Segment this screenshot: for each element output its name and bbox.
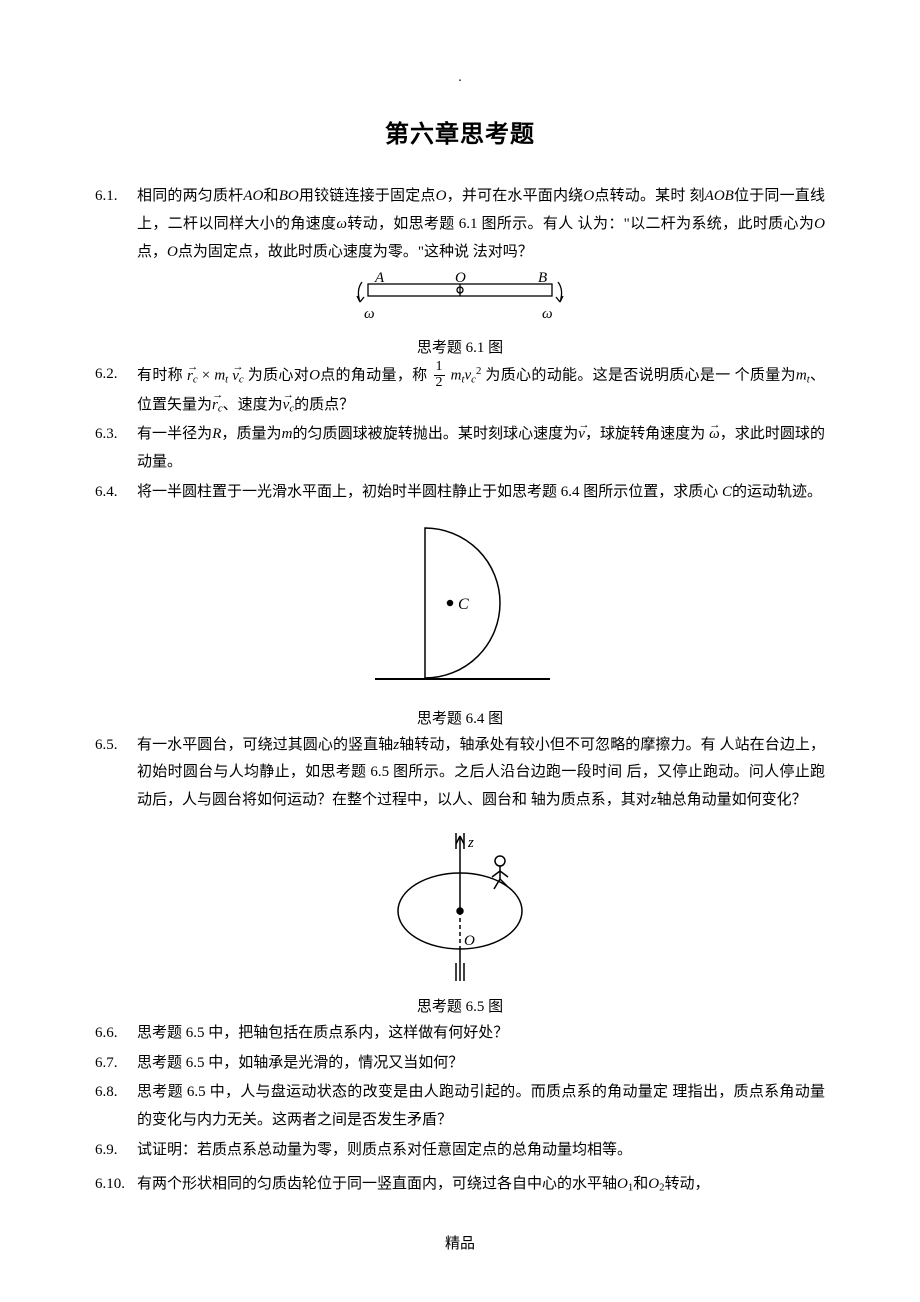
problem-text: 试证明：若质点系总动量为零，则质点系对任意固定点的总角动量均相等。 — [137, 1137, 825, 1165]
figure-6-5-caption: 思考题 6.5 图 — [95, 995, 825, 1016]
page-footer: 精品 — [95, 1232, 825, 1253]
fig61-omega-right: ω — [542, 306, 553, 322]
figure-6-4: C 思考题 6.4 图 — [95, 513, 825, 728]
problem-6-7: 6.7. 思考题 6.5 中，如轴承是光滑的，情况又当如何？ — [95, 1050, 825, 1078]
problem-number: 6.1. — [95, 183, 137, 266]
figure-6-5: z O 思考题 6.5 图 — [95, 821, 825, 1016]
problem-6-2: 6.2. 有时称 rc × mt vc 为质心对O点的角动量，称 12 mtvc… — [95, 361, 825, 419]
problem-text: 有两个形状相同的匀质齿轮位于同一竖直面内，可绕过各自中心的水平轴O1和O2转动， — [137, 1171, 825, 1199]
figure-6-1-caption: 思考题 6.1 图 — [95, 336, 825, 357]
problem-6-9: 6.9. 试证明：若质点系总动量为零，则质点系对任意固定点的总角动量均相等。 — [95, 1137, 825, 1165]
problem-number: 6.2. — [95, 361, 137, 419]
problem-number: 6.9. — [95, 1137, 137, 1165]
problem-text: 有时称 rc × mt vc 为质心对O点的角动量，称 12 mtvc2 为质心… — [137, 361, 825, 419]
problem-6-4: 6.4. 将一半圆柱置于一光滑水平面上，初始时半圆柱静止于如思考题 6.4 图所… — [95, 479, 825, 507]
figure-6-5-svg: z O — [370, 821, 550, 991]
fig61-omega-left: ω — [364, 306, 375, 322]
fig65-label-z: z — [467, 835, 474, 851]
fraction-one-half: 12 — [434, 360, 445, 390]
figure-6-4-svg: C — [355, 513, 565, 703]
figure-6-4-caption: 思考题 6.4 图 — [95, 707, 825, 728]
fig61-label-A: A — [374, 272, 385, 286]
problem-6-8: 6.8. 思考题 6.5 中，人与盘运动状态的改变是由人跑动引起的。而质点系的角… — [95, 1079, 825, 1135]
problem-text: 相同的两匀质杆AO和BO用铰链连接于固定点O，并可在水平面内绕O点转动。某时 刻… — [137, 183, 825, 266]
problem-number: 6.3. — [95, 421, 137, 477]
problem-number: 6.5. — [95, 732, 137, 815]
figure-6-1-svg: A O B ω ω — [320, 272, 600, 332]
problem-text: 有一水平圆台，可绕过其圆心的竖直轴z轴转动，轴承处有较小但不可忽略的摩擦力。有 … — [137, 732, 825, 815]
problem-text: 将一半圆柱置于一光滑水平面上，初始时半圆柱静止于如思考题 6.4 图所示位置，求… — [137, 479, 825, 507]
problem-text: 思考题 6.5 中，人与盘运动状态的改变是由人跑动引起的。而质点系的角动量定 理… — [137, 1079, 825, 1135]
fig65-label-O: O — [464, 933, 475, 949]
fig64-label-C: C — [458, 596, 469, 613]
problem-6-3: 6.3. 有一半径为R，质量为m的匀质圆球被旋转抛出。某时刻球心速度为v，球旋转… — [95, 421, 825, 477]
fig61-label-O: O — [455, 272, 466, 286]
figure-6-1: A O B ω ω 思考题 6.1 图 — [95, 272, 825, 357]
problem-6-6: 6.6. 思考题 6.5 中，把轴包括在质点系内，这样做有何好处？ — [95, 1020, 825, 1048]
document-page: . 第六章思考题 6.1. 相同的两匀质杆AO和BO用铰链连接于固定点O，并可在… — [0, 0, 920, 1293]
problem-number: 6.4. — [95, 479, 137, 507]
fig61-label-B: B — [538, 272, 547, 286]
problem-6-10: 6.10. 有两个形状相同的匀质齿轮位于同一竖直面内，可绕过各自中心的水平轴O1… — [95, 1171, 825, 1199]
problem-number: 6.10. — [95, 1171, 137, 1199]
header-dot: . — [95, 70, 825, 86]
problem-number: 6.8. — [95, 1079, 137, 1135]
problem-text: 思考题 6.5 中，如轴承是光滑的，情况又当如何？ — [137, 1050, 825, 1078]
problem-6-5: 6.5. 有一水平圆台，可绕过其圆心的竖直轴z轴转动，轴承处有较小但不可忽略的摩… — [95, 732, 825, 815]
problem-number: 6.7. — [95, 1050, 137, 1078]
problem-6-1: 6.1. 相同的两匀质杆AO和BO用铰链连接于固定点O，并可在水平面内绕O点转动… — [95, 183, 825, 266]
problem-text: 思考题 6.5 中，把轴包括在质点系内，这样做有何好处？ — [137, 1020, 825, 1048]
problem-text: 有一半径为R，质量为m的匀质圆球被旋转抛出。某时刻球心速度为v，球旋转角速度为 … — [137, 421, 825, 477]
problem-number: 6.6. — [95, 1020, 137, 1048]
page-title: 第六章思考题 — [95, 114, 825, 149]
